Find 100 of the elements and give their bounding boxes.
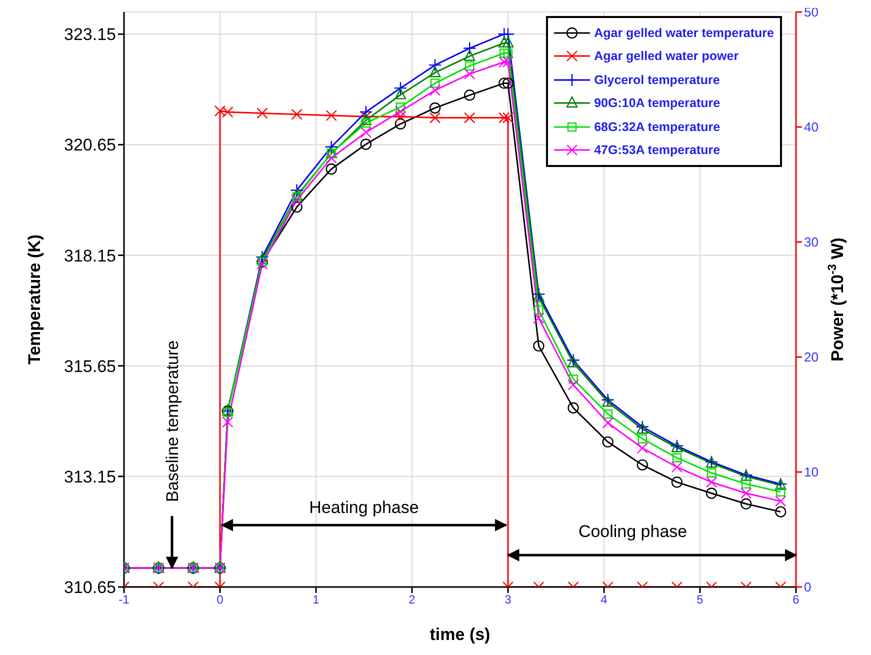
point: [465, 61, 474, 71]
point: [502, 78, 514, 89]
x-tick-label: 4: [600, 592, 608, 607]
x-tick-label: 2: [408, 592, 416, 607]
point: [394, 118, 406, 130]
point: [359, 105, 373, 119]
x-tick-label: 1: [312, 592, 320, 607]
point: [498, 36, 510, 48]
point: [568, 379, 579, 390]
point: [636, 459, 648, 471]
point: [326, 110, 337, 122]
point: [603, 409, 612, 419]
point: [360, 114, 372, 125]
x-tick-label: 5: [696, 592, 704, 607]
x-tick-label: -1: [118, 592, 130, 607]
point: [568, 374, 578, 384]
point: [429, 112, 441, 124]
point: [291, 201, 302, 213]
point: [394, 81, 408, 95]
point: [776, 487, 786, 497]
point: [775, 496, 786, 507]
point: [256, 258, 268, 270]
legend-label: 90G:10A temperature: [594, 96, 720, 110]
y-tick-label: 313.15: [64, 467, 116, 486]
point: [291, 188, 302, 200]
point: [502, 56, 514, 68]
point: [602, 436, 614, 448]
point: [636, 442, 648, 454]
y-tick-label: 315.65: [64, 356, 116, 376]
point: [741, 479, 751, 489]
point: [291, 108, 302, 120]
point: [429, 66, 441, 78]
point: [706, 476, 718, 488]
point: [534, 306, 544, 315]
point: [568, 356, 579, 368]
point: [428, 58, 442, 72]
point: [256, 253, 268, 264]
point: [672, 453, 682, 462]
legend-label: 68G:32A temperature: [594, 120, 720, 134]
x-tick-label: 6: [792, 592, 800, 607]
point: [464, 90, 476, 101]
y2-tick-label: 0: [804, 580, 812, 595]
point: [463, 42, 476, 55]
point: [533, 340, 544, 352]
point: [671, 476, 683, 488]
point: [602, 396, 614, 407]
point: [740, 488, 752, 499]
point: [503, 48, 513, 58]
annotation: Cooling phase: [578, 522, 688, 542]
point: [396, 102, 406, 112]
x-tick-label: 3: [504, 592, 512, 607]
point: [638, 434, 647, 444]
point: [502, 112, 514, 124]
legend-label: Glycerol temperature: [594, 72, 720, 87]
y-tick-label: 320.65: [64, 136, 116, 155]
point: [775, 506, 786, 518]
point: [223, 408, 232, 417]
point: [502, 36, 514, 48]
point: [222, 416, 234, 428]
point: [394, 88, 406, 100]
point: [429, 84, 441, 96]
y2-tick-label: 30: [804, 234, 818, 250]
y2-tick-label: 40: [804, 120, 818, 135]
annotation: Heating phase: [309, 498, 419, 518]
point: [706, 468, 716, 478]
point: [500, 48, 509, 58]
point: [533, 312, 544, 324]
point: [291, 194, 302, 206]
y-tick-label: 318.15: [64, 246, 116, 266]
y2-tick-label: 10: [804, 464, 818, 480]
point: [394, 106, 406, 118]
legend-label: Agar gelled water temperature: [594, 26, 774, 40]
x-tick-label: 0: [216, 592, 224, 607]
y2-tick-label: 20: [804, 350, 818, 365]
point: [533, 290, 544, 302]
point: [706, 488, 718, 499]
point: [498, 56, 510, 68]
point: [671, 462, 683, 473]
legend-label: 47G:53A temperature: [594, 143, 720, 158]
point: [326, 163, 337, 175]
point: [326, 152, 337, 164]
y-tick-label: 310.65: [64, 578, 116, 598]
x-axis-title: time (s): [430, 625, 490, 644]
point: [290, 184, 304, 197]
point: [361, 118, 371, 128]
point: [464, 112, 476, 124]
point: [498, 112, 510, 124]
point: [568, 402, 579, 414]
annotation: Baseline temperature: [163, 340, 182, 502]
y-tick-label: 323.15: [64, 25, 116, 44]
point: [464, 50, 476, 61]
point: [292, 192, 302, 202]
point: [360, 138, 372, 150]
legend-label: Agar gelled water power: [594, 49, 739, 64]
point: [602, 417, 614, 429]
point: [256, 108, 268, 119]
point: [430, 78, 440, 88]
point: [324, 140, 338, 154]
point: [740, 498, 752, 510]
point: [464, 68, 476, 80]
